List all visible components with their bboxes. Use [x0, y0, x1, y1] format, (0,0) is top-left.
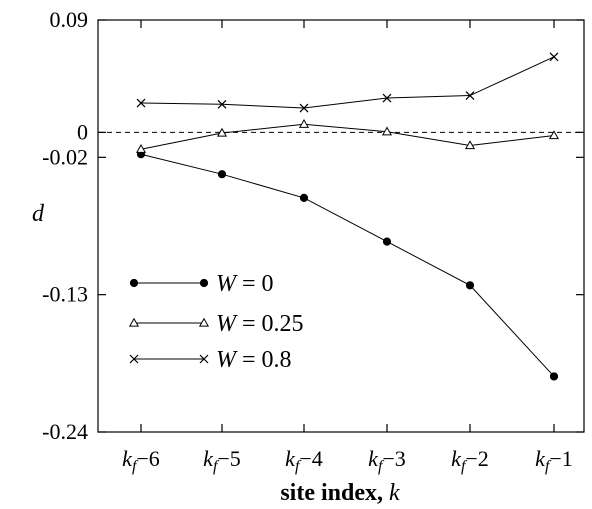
legend-marker-left-2: [129, 354, 139, 364]
legend-label-1: W = 0.25: [216, 311, 304, 337]
legend-marker-left-0: [129, 278, 139, 288]
series-1-point-5: [548, 130, 560, 140]
legend-marker-right-2: [199, 354, 209, 364]
x-axis: kf−6 kf−5 kf−4 kf−3 kf−2 kf−1: [122, 20, 573, 475]
plot-frame: [97, 19, 585, 433]
x-tick-label-1: kf−5: [203, 446, 241, 475]
legend-marker-right-1: [198, 317, 210, 327]
y-axis: 0.09 0-0.02 -0.13 -0.24: [42, 7, 584, 444]
series-0-point-1: [217, 170, 227, 179]
series-2-point-4: [465, 91, 475, 100]
series-0-point-5: [549, 372, 559, 381]
series-0-point-3: [382, 237, 392, 246]
series-0-point-4: [465, 281, 475, 290]
legend-marker-right-0: [199, 278, 209, 288]
legend-label-0: W = 0: [216, 271, 274, 297]
y-axis-title: d: [32, 201, 45, 227]
legend-marker-left-1: [128, 317, 140, 327]
series-1-point-4: [464, 140, 476, 150]
series-1-point-0: [135, 144, 147, 153]
y-tick-label-2: -0.02: [42, 144, 88, 169]
x-tick-label-0: kf−6: [122, 446, 160, 475]
series-2-point-5: [549, 52, 559, 62]
series-2-point-1: [217, 99, 227, 109]
series-1-point-3: [381, 126, 393, 136]
y-tick-label-1: 0: [77, 119, 88, 144]
series-2-point-2: [299, 103, 309, 113]
y-tick-label-3: -0.13: [42, 282, 88, 307]
legend: W = 0 W = 0.25 W = 0.8: [128, 271, 304, 373]
series-1-point-2: [298, 119, 310, 128]
x-tick-label-2: kf−4: [285, 446, 323, 475]
series-2-point-3: [382, 93, 392, 103]
series-1-point-1: [216, 127, 228, 137]
series-line-1: [140, 123, 555, 150]
y-tick-label-4: -0.24: [42, 419, 88, 444]
series-line-0: [140, 153, 555, 377]
series-layer: [135, 52, 560, 381]
series-line-2: [140, 56, 555, 109]
series-0-point-2: [299, 193, 309, 203]
x-tick-label-3: kf−3: [368, 446, 406, 475]
x-tick-label-4: kf−2: [451, 446, 489, 475]
x-axis-title: site index, k: [280, 480, 400, 506]
series-2-point-0: [136, 98, 146, 108]
x-tick-label-5: kf−1: [535, 446, 573, 475]
legend-label-2: W = 0.8: [216, 347, 292, 373]
y-tick-label-0: 0.09: [50, 7, 89, 32]
